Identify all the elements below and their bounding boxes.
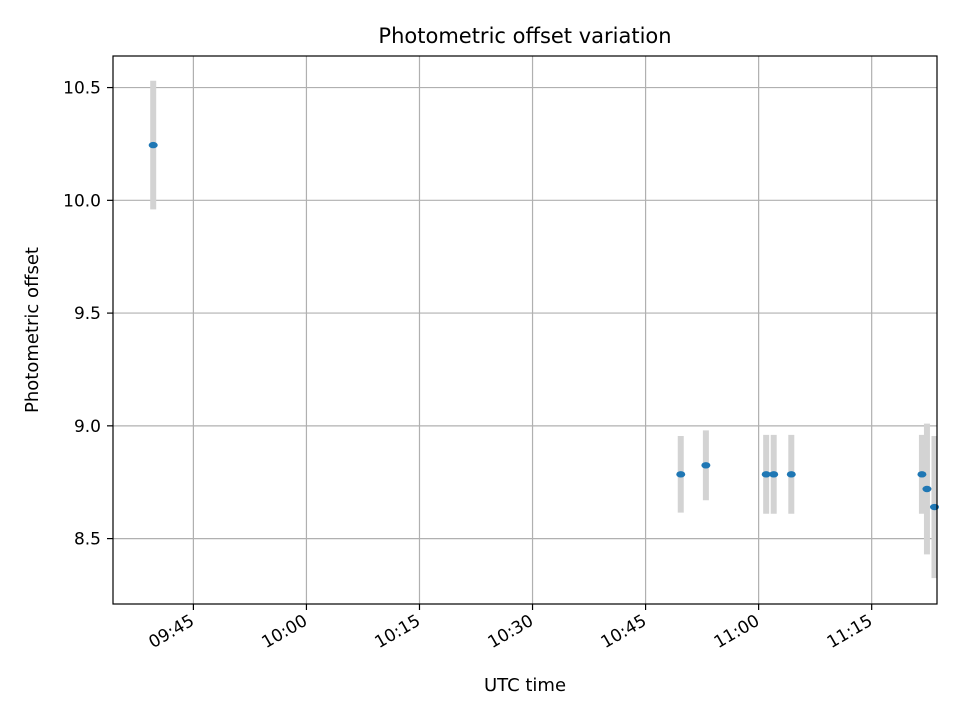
data-point [929,503,939,511]
data-point [676,471,686,478]
data-point [786,471,796,478]
y-tick-label: 9.0 [74,417,101,437]
data-point [769,471,779,478]
y-tick-label: 8.5 [74,530,101,550]
data-point [922,485,932,493]
x-axis-label: UTC time [484,675,566,696]
y-tick-label: 10.5 [63,79,101,99]
y-axis-ticks: 8.5 9.0 9.5 10.0 10.5 [63,79,113,550]
data-points [148,141,939,511]
grid [113,56,937,604]
y-tick-label: 10.0 [63,191,101,211]
data-point [917,471,927,478]
data-point [761,471,771,478]
data-point [701,462,711,469]
chart-title: Photometric offset variation [378,24,671,48]
data-point [148,141,158,149]
plot-frame [112,55,938,605]
y-axis-label: Photometric offset [22,247,43,413]
y-tick-label: 9.5 [74,304,101,324]
